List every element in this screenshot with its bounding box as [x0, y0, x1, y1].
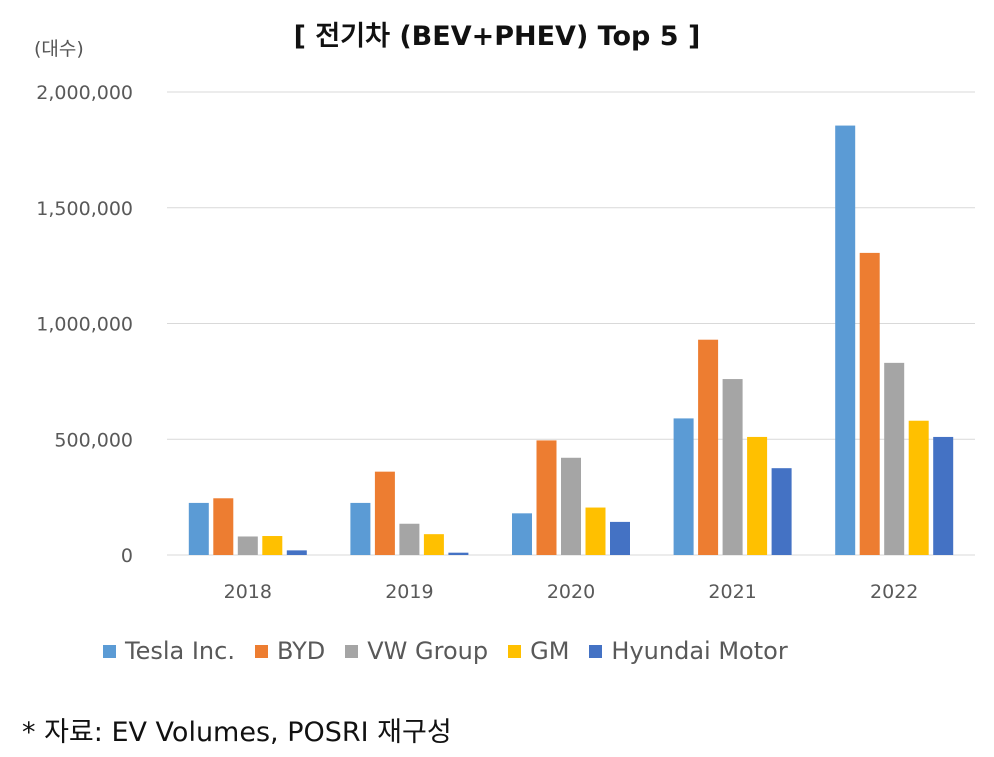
bar-vw-group-2018	[237, 536, 258, 555]
y-tick-label: 0	[121, 545, 133, 567]
bar-byd-2020	[536, 440, 557, 555]
legend-swatch	[345, 644, 359, 658]
bar-tesla-inc--2021	[673, 418, 694, 555]
y-tick-label: 500,000	[54, 429, 133, 451]
bar-gm-2022	[908, 420, 929, 555]
bar-hyundai-motor-2019	[448, 552, 469, 555]
legend: Tesla Inc. BYD VW Group GM Hyundai Motor	[103, 637, 808, 665]
legend-swatch	[589, 644, 603, 658]
legend-swatch	[103, 644, 116, 658]
legend-swatch	[508, 644, 522, 658]
x-tick-label: 2018	[224, 581, 272, 603]
legend-item: Tesla Inc.	[103, 637, 235, 665]
bar-chart: 0 500,000 1,000,000 1,500,000 2,000,000 2018…	[36, 82, 975, 603]
bars	[188, 125, 954, 555]
y-tick-label: 1,500,000	[36, 198, 133, 220]
chart-title: [ 전기차 (BEV+PHEV) Top 5 ]	[293, 21, 701, 52]
bar-tesla-inc--2020	[512, 513, 532, 555]
legend-label: BYD	[276, 637, 326, 665]
bar-gm-2019	[423, 534, 444, 555]
legend-label: VW Group	[367, 637, 489, 665]
legend-item: Hyundai Motor	[589, 637, 788, 665]
bar-vw-group-2020	[561, 457, 581, 555]
bar-byd-2022	[859, 252, 880, 555]
x-tick-label: 2020	[547, 581, 595, 603]
bar-tesla-inc--2018	[188, 502, 209, 555]
bar-gm-2018	[262, 536, 283, 555]
x-tick-label: 2021	[708, 581, 756, 603]
bar-tesla-inc--2022	[835, 125, 856, 555]
legend-item: VW Group	[345, 637, 488, 665]
bar-byd-2019	[374, 471, 395, 555]
bar-vw-group-2022	[884, 362, 905, 555]
bar-byd-2018	[213, 498, 234, 555]
bar-vw-group-2019	[399, 523, 420, 555]
y-axis-ticks: 0 500,000 1,000,000 1,500,000 2,000,000	[36, 82, 133, 567]
legend-item: GM	[508, 637, 569, 665]
x-tick-label: 2019	[385, 581, 433, 603]
bar-gm-2020	[585, 507, 606, 555]
legend-label: GM	[530, 637, 570, 665]
legend-swatch	[254, 644, 268, 658]
bar-hyundai-motor-2021	[771, 468, 792, 555]
bar-hyundai-motor-2018	[286, 550, 307, 555]
x-axis-ticks: 2018 2019 2020 2021 2022	[224, 581, 919, 603]
bar-vw-group-2021	[722, 379, 743, 555]
bar-hyundai-motor-2020	[610, 521, 630, 555]
y-tick-label: 1,000,000	[36, 314, 133, 336]
legend-item: BYD	[254, 637, 326, 665]
x-tick-label: 2022	[870, 581, 918, 603]
y-axis-unit-label: (대수)	[34, 38, 84, 60]
bar-gm-2021	[747, 436, 768, 555]
bar-hyundai-motor-2022	[933, 436, 954, 555]
source-note: * 자료: EV Volumes, POSRI 재구성	[22, 717, 452, 748]
bar-byd-2021	[698, 339, 719, 555]
bar-tesla-inc--2019	[350, 502, 371, 555]
legend-label: Hyundai Motor	[611, 637, 788, 665]
y-tick-label: 2,000,000	[36, 82, 133, 104]
legend-label: Tesla Inc.	[125, 637, 235, 665]
